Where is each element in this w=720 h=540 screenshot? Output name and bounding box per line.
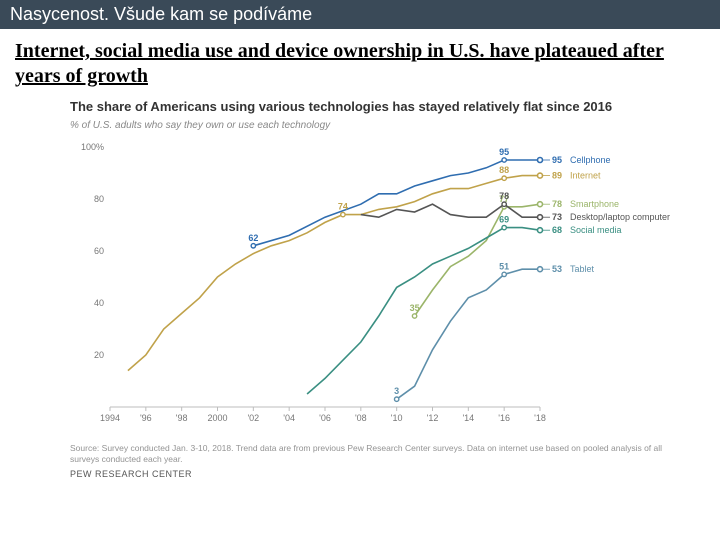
svg-text:69: 69 (499, 214, 509, 224)
svg-text:20: 20 (94, 350, 104, 360)
svg-text:100%: 100% (81, 142, 104, 152)
slide-title-bar: Nasycenost. Všude kam se podíváme (0, 0, 720, 29)
chart-source-note: Source: Survey conducted Jan. 3-10, 2018… (70, 443, 690, 465)
svg-text:88: 88 (499, 165, 509, 175)
svg-text:'06: '06 (319, 413, 331, 423)
svg-text:89: 89 (552, 170, 562, 180)
svg-text:53: 53 (552, 264, 562, 274)
svg-text:95: 95 (552, 155, 562, 165)
svg-text:73: 73 (552, 212, 562, 222)
svg-text:95: 95 (499, 147, 509, 157)
svg-text:3: 3 (394, 386, 399, 396)
chart-title: The share of Americans using various tec… (70, 99, 690, 116)
svg-text:Internet: Internet (570, 170, 601, 180)
svg-text:78: 78 (552, 199, 562, 209)
svg-text:Desktop/laptop computer: Desktop/laptop computer (570, 212, 670, 222)
svg-text:74: 74 (338, 201, 348, 211)
svg-text:40: 40 (94, 298, 104, 308)
svg-text:2000: 2000 (207, 413, 227, 423)
svg-text:'12: '12 (427, 413, 439, 423)
headline-link[interactable]: Internet, social media use and device ow… (15, 39, 705, 89)
svg-text:'98: '98 (176, 413, 188, 423)
svg-text:80: 80 (94, 194, 104, 204)
svg-text:Social media: Social media (570, 225, 622, 235)
svg-text:35: 35 (410, 303, 420, 313)
svg-text:Cellphone: Cellphone (570, 155, 611, 165)
svg-text:'18: '18 (534, 413, 546, 423)
svg-text:51: 51 (499, 261, 509, 271)
svg-text:'96: '96 (140, 413, 152, 423)
svg-text:1994: 1994 (100, 413, 120, 423)
chart-brand: PEW RESEARCH CENTER (70, 469, 690, 479)
chart-subtitle: % of U.S. adults who say they own or use… (70, 120, 690, 131)
svg-text:68: 68 (552, 225, 562, 235)
svg-text:Smartphone: Smartphone (570, 199, 619, 209)
svg-text:Tablet: Tablet (570, 264, 595, 274)
slide-title: Nasycenost. Všude kam se podíváme (10, 4, 312, 24)
content-area: Internet, social media use and device ow… (0, 29, 720, 479)
svg-text:'16: '16 (498, 413, 510, 423)
svg-text:60: 60 (94, 246, 104, 256)
chart-container: The share of Americans using various tec… (15, 99, 705, 479)
svg-text:78: 78 (499, 191, 509, 201)
svg-text:'08: '08 (355, 413, 367, 423)
line-chart: 20 40 60 80 100% 1994 '96 '98 2000 '02 '04 '06 '08 '1… (70, 137, 670, 437)
svg-text:'14: '14 (462, 413, 474, 423)
svg-text:'02: '02 (247, 413, 259, 423)
svg-text:'10: '10 (391, 413, 403, 423)
svg-text:62: 62 (248, 233, 258, 243)
svg-text:'04: '04 (283, 413, 295, 423)
